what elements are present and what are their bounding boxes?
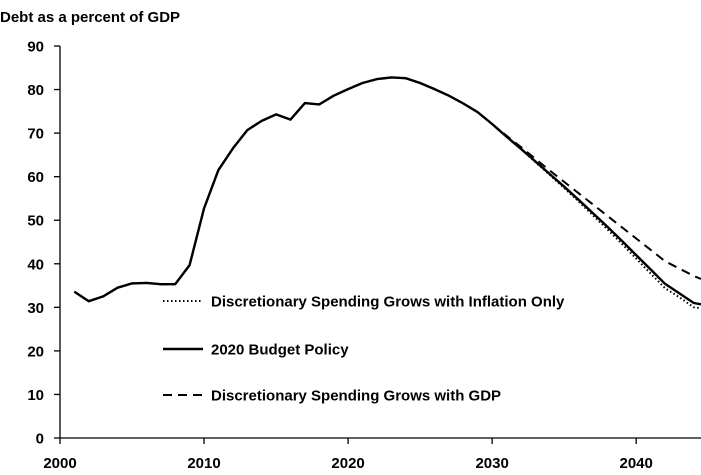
x-tick-label: 2010: [187, 455, 220, 472]
y-tick-label: 20: [27, 343, 44, 360]
x-axis-ticks: 2000 2010 2020 2030 2040: [43, 438, 653, 472]
y-tick-label: 30: [27, 300, 44, 317]
legend-label: Discretionary Spending Grows with Inflat…: [211, 294, 565, 311]
y-tick-label: 60: [27, 169, 44, 186]
x-tick-label: 2040: [619, 455, 652, 472]
y-tick-label: 0: [36, 431, 44, 448]
y-axis-title: Debt as a percent of GDP: [0, 9, 180, 26]
y-tick-label: 10: [27, 387, 44, 404]
series-line-dotted: [73, 76, 701, 310]
x-tick-label: 2000: [43, 455, 76, 472]
series-layer: [73, 76, 701, 310]
y-tick-label: 80: [27, 82, 44, 99]
series-line-solid: [73, 76, 701, 306]
y-tick-label: 70: [27, 126, 44, 143]
y-tick-label: 90: [27, 39, 44, 56]
y-tick-label: 50: [27, 213, 44, 230]
x-tick-label: 2020: [331, 455, 364, 472]
y-tick-label: 40: [27, 256, 44, 273]
x-tick-label: 2030: [475, 455, 508, 472]
y-axis-ticks: 0 10 20 30 40 50 60 70 80 90: [27, 39, 60, 448]
legend-label: 2020 Budget Policy: [211, 342, 349, 359]
legend-label: Discretionary Spending Grows with GDP: [211, 388, 501, 405]
series-line-dashed: [73, 76, 701, 303]
legend: Discretionary Spending Grows with Inflat…: [163, 294, 565, 405]
